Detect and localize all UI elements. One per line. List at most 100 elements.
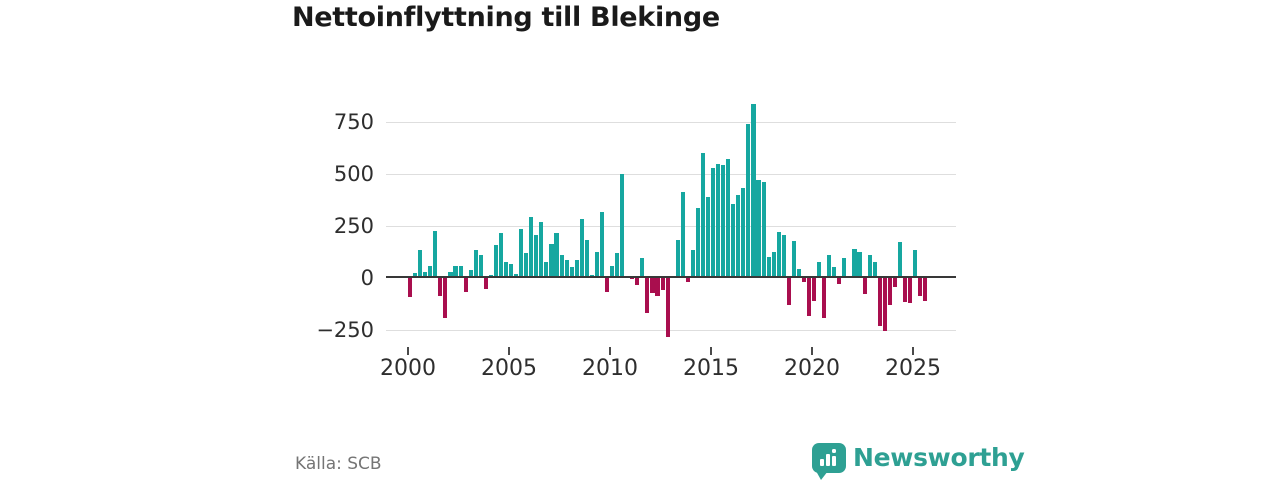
negative-bar <box>630 278 635 280</box>
x-axis-tick-mark <box>912 347 914 355</box>
positive-bar <box>493 244 498 278</box>
negative-bar <box>902 278 908 302</box>
positive-bar <box>832 266 837 278</box>
positive-bar <box>771 252 776 278</box>
positive-bar <box>721 164 726 278</box>
negative-bar <box>812 278 817 301</box>
zero-axis-line <box>386 276 956 278</box>
positive-bar <box>599 212 605 278</box>
positive-bar <box>675 239 680 278</box>
negative-bar <box>822 278 827 318</box>
source-text: Källa: SCB <box>295 454 382 474</box>
positive-bar <box>736 194 741 278</box>
positive-bar <box>478 255 483 278</box>
positive-bar <box>529 216 534 278</box>
positive-bar <box>680 191 685 278</box>
newsworthy-logo-text: Newsworthy <box>853 443 1025 472</box>
positive-bar <box>756 180 761 278</box>
negative-bar <box>887 278 892 306</box>
positive-bar <box>579 218 584 278</box>
positive-bar <box>872 262 877 278</box>
x-axis-tick-label: 2010 <box>582 356 638 381</box>
negative-bar <box>483 278 488 290</box>
positive-bar <box>554 233 559 278</box>
positive-bar <box>584 239 589 278</box>
positive-bar <box>448 271 453 278</box>
positive-bar <box>741 187 746 278</box>
y-axis-tick-label: −250 <box>316 318 374 342</box>
negative-bar <box>604 278 610 292</box>
negative-bar <box>923 278 928 301</box>
positive-bar <box>519 229 524 278</box>
negative-bar <box>801 278 807 283</box>
negative-bar <box>837 278 842 285</box>
positive-bar <box>473 249 478 278</box>
newsworthy-logo[interactable]: Newsworthy <box>812 442 1025 480</box>
positive-bar <box>640 258 645 278</box>
negative-bar <box>877 278 882 326</box>
positive-bar <box>695 208 700 278</box>
positive-bar <box>433 231 438 278</box>
x-axis-tick-label: 2020 <box>784 356 840 381</box>
positive-bar <box>458 265 463 278</box>
x-axis-tick-mark <box>609 347 611 355</box>
x-axis-tick-mark <box>407 347 409 355</box>
positive-bar <box>620 174 625 278</box>
positive-bar <box>711 167 716 278</box>
negative-bar <box>665 278 670 338</box>
positive-bar <box>690 249 695 278</box>
x-axis-tick-label: 2025 <box>885 356 941 381</box>
positive-bar <box>817 262 822 278</box>
positive-bar <box>418 249 423 278</box>
positive-bar <box>796 268 801 278</box>
positive-bar <box>867 255 872 278</box>
positive-bar <box>544 262 549 278</box>
negative-bar <box>786 278 791 306</box>
positive-bar <box>705 196 711 278</box>
positive-bar <box>746 124 751 278</box>
x-axis-tick-mark <box>710 347 712 355</box>
positive-bar <box>423 271 428 278</box>
negative-bar <box>408 278 413 297</box>
positive-bar <box>852 248 857 278</box>
positive-bar <box>615 253 620 278</box>
logo-bar-3 <box>832 456 836 466</box>
negative-bar <box>438 278 443 296</box>
positive-bar <box>468 269 473 278</box>
positive-bar <box>791 240 796 278</box>
positive-bar <box>559 255 564 278</box>
negative-bar <box>660 278 665 291</box>
negative-bar <box>907 278 913 303</box>
negative-bar <box>635 278 640 286</box>
bar-chart-bubble-icon <box>812 443 846 473</box>
negative-bar <box>806 278 812 317</box>
negative-bar <box>655 278 660 296</box>
y-axis-tick-label: 500 <box>333 162 374 186</box>
positive-bar <box>726 159 731 278</box>
positive-bar <box>766 257 771 278</box>
positive-bar <box>751 104 756 278</box>
positive-bar <box>842 258 847 278</box>
positive-bar <box>413 272 418 278</box>
grid-line <box>386 173 956 175</box>
positive-bar <box>534 235 539 278</box>
positive-bar <box>503 262 509 278</box>
negative-bar <box>645 278 650 314</box>
positive-bar <box>857 252 862 278</box>
positive-bar <box>564 260 569 278</box>
negative-bar <box>882 278 887 332</box>
negative-bar <box>892 278 897 288</box>
grid-line <box>386 121 956 123</box>
negative-bar <box>443 278 448 318</box>
positive-bar <box>776 232 781 278</box>
positive-bar <box>610 265 615 278</box>
x-axis-tick-label: 2000 <box>380 356 436 381</box>
positive-bar <box>514 273 519 278</box>
positive-bar <box>897 241 902 278</box>
positive-bar <box>731 204 736 278</box>
positive-bar <box>428 265 433 278</box>
positive-bar <box>498 233 504 278</box>
positive-bar <box>700 153 706 278</box>
